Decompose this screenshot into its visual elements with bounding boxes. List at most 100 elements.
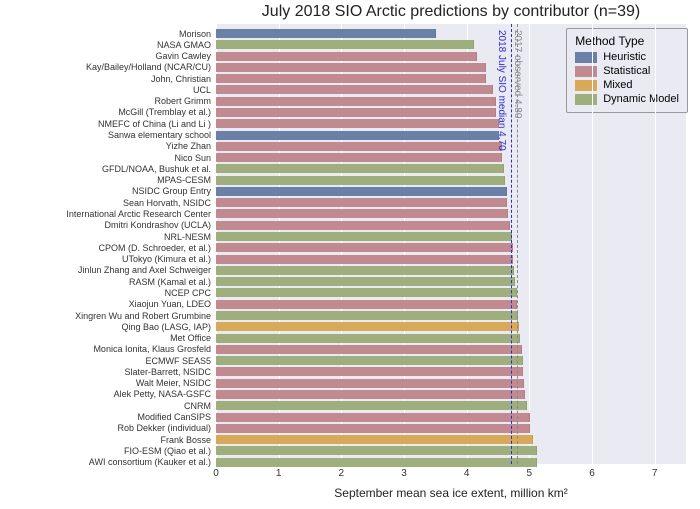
y-tick: Robert Grimm <box>3 96 211 106</box>
x-axis-label: September mean sea ice extent, million k… <box>334 486 567 500</box>
y-tick: Kay/Bailey/Holland (NCAR/CU) <box>3 62 211 72</box>
bar <box>216 300 517 309</box>
legend-swatch <box>575 94 597 105</box>
bar <box>216 85 493 94</box>
bar <box>216 379 524 388</box>
bar <box>216 435 533 444</box>
bar <box>216 97 496 106</box>
y-tick: Sean Horvath, NSIDC <box>3 198 211 208</box>
bar <box>216 108 496 117</box>
bar <box>216 367 523 376</box>
y-tick: Monica Ionita, Klaus Grosfeld <box>3 344 211 354</box>
bar <box>216 446 537 455</box>
y-tick: NMEFC of China (Li and Li ) <box>3 119 211 129</box>
y-tick: NRL-NESM <box>3 232 211 242</box>
y-tick: AWI consortium (Kauker et al.) <box>3 457 211 467</box>
y-tick: Modified CanSIPS <box>3 412 211 422</box>
bar <box>216 232 512 241</box>
bar <box>216 131 499 140</box>
y-tick: Nico Sun <box>3 153 211 163</box>
bar <box>216 266 514 275</box>
y-tick: Gavin Cawley <box>3 51 211 61</box>
y-tick: RASM (Kamal et al.) <box>3 277 211 287</box>
x-tick: 0 <box>213 468 219 479</box>
grid-line <box>529 24 530 464</box>
legend-label: Dynamic Model <box>603 93 679 105</box>
legend: Method Type Heuristic Statistical Mixed Dyn… <box>566 28 688 113</box>
bar <box>216 322 519 331</box>
bar <box>216 424 530 433</box>
y-tick: UCL <box>3 85 211 95</box>
bar <box>216 243 513 252</box>
x-tick: 5 <box>527 468 533 479</box>
x-tick: 4 <box>464 468 470 479</box>
bar <box>216 221 510 230</box>
bar <box>216 209 508 218</box>
x-tick: 3 <box>401 468 407 479</box>
bar <box>216 413 530 422</box>
y-tick: Alek Petty, NASA-GSFC <box>3 389 211 399</box>
y-tick: NSIDC Group Entry <box>3 186 211 196</box>
y-tick: Jinlun Zhang and Axel Schweiger <box>3 265 211 275</box>
bar <box>216 29 436 38</box>
bar <box>216 153 502 162</box>
legend-item: Dynamic Model <box>575 93 679 105</box>
observed-label: 2017 observed 4.80 <box>512 30 523 118</box>
bar <box>216 176 505 185</box>
legend-title: Method Type <box>575 34 679 48</box>
grid-line <box>655 24 656 464</box>
bar <box>216 142 502 151</box>
y-tick: Met Office <box>3 333 211 343</box>
bar <box>216 390 525 399</box>
bar <box>216 345 522 354</box>
legend-item: Heuristic <box>575 51 679 63</box>
x-tick: 7 <box>652 468 658 479</box>
y-tick: Frank Bosse <box>3 435 211 445</box>
bar <box>216 74 486 83</box>
x-tick: 6 <box>589 468 595 479</box>
y-tick: Xingren Wu and Robert Grumbine <box>3 311 211 321</box>
y-tick: Yizhe Zhan <box>3 141 211 151</box>
bar <box>216 164 504 173</box>
bar <box>216 334 520 343</box>
grid-line <box>592 24 593 464</box>
legend-label: Heuristic <box>603 51 646 63</box>
bar <box>216 356 523 365</box>
y-tick: Sanwa elementary school <box>3 130 211 140</box>
chart-title: July 2018 SIO Arctic predictions by cont… <box>262 3 640 21</box>
y-tick: Walt Meier, NSIDC <box>3 378 211 388</box>
y-tick: CPOM (D. Schroeder, et al.) <box>3 243 211 253</box>
y-tick: Dmitri Kondrashov (UCLA) <box>3 220 211 230</box>
y-tick: Qing Bao (LASG, IAP) <box>3 322 211 332</box>
bar <box>216 288 517 297</box>
y-tick: NCEP CPC <box>3 288 211 298</box>
median-label: 2018 July SIO median 4.70 <box>496 30 507 151</box>
legend-label: Statistical <box>603 65 650 77</box>
y-tick: NASA GMAO <box>3 40 211 50</box>
legend-item: Statistical <box>575 65 679 77</box>
bar <box>216 458 537 467</box>
legend-swatch <box>575 52 597 63</box>
x-tick: 2 <box>339 468 345 479</box>
bar <box>216 40 474 49</box>
y-tick: UTokyo (Kimura et al.) <box>3 254 211 264</box>
y-tick: ECMWF SEAS5 <box>3 356 211 366</box>
bar <box>216 52 477 61</box>
bar <box>216 187 507 196</box>
y-tick: MPAS-CESM <box>3 175 211 185</box>
legend-label: Mixed <box>603 79 632 91</box>
bar <box>216 401 527 410</box>
y-tick: John, Christian <box>3 74 211 84</box>
y-tick: Slater-Barrett, NSIDC <box>3 367 211 377</box>
y-tick: Rob Dekker (individual) <box>3 423 211 433</box>
bar <box>216 255 513 264</box>
bar <box>216 311 518 320</box>
x-tick: 1 <box>276 468 282 479</box>
bar <box>216 119 499 128</box>
legend-item: Mixed <box>575 79 679 91</box>
y-tick: International Arctic Research Center <box>3 209 211 219</box>
y-tick: Morison <box>3 29 211 39</box>
bar <box>216 63 486 72</box>
y-tick: GFDL/NOAA, Bushuk et al. <box>3 164 211 174</box>
bar <box>216 198 507 207</box>
